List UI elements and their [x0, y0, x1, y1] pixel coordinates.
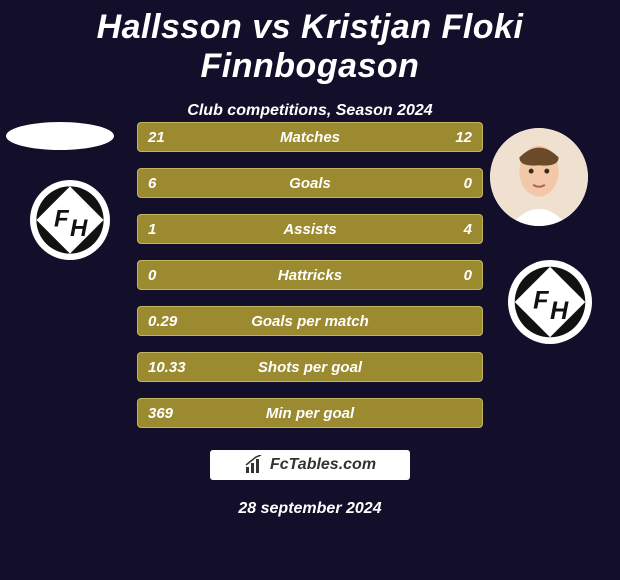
stat-row: 6 Goals 0	[137, 168, 483, 198]
player-left-avatar	[6, 122, 114, 150]
svg-text:F: F	[54, 205, 70, 232]
svg-text:H: H	[550, 297, 569, 325]
stat-label: Goals per match	[138, 313, 482, 330]
stat-row: 21 Matches 12	[137, 122, 483, 152]
stat-right-value: 4	[464, 221, 472, 238]
stat-label: Min per goal	[138, 405, 482, 422]
stat-label: Shots per goal	[138, 359, 482, 376]
chart-icon	[244, 455, 264, 475]
fh-logo-icon: F H	[508, 260, 592, 344]
svg-text:F: F	[533, 287, 549, 315]
stat-row: 0 Hattricks 0	[137, 260, 483, 290]
fh-logo-icon: F H	[30, 180, 110, 260]
stat-left-value: 21	[148, 129, 165, 146]
fctables-badge[interactable]: FcTables.com	[210, 450, 410, 480]
stat-row: 369 Min per goal	[137, 398, 483, 428]
stat-right-value: 0	[464, 267, 472, 284]
stat-left-value: 0	[148, 267, 156, 284]
stat-right-value: 12	[455, 129, 472, 146]
stat-label: Matches	[138, 129, 482, 146]
stat-left-value: 10.33	[148, 359, 186, 376]
person-icon	[490, 128, 588, 226]
subtitle: Club competitions, Season 2024	[0, 102, 620, 120]
badge-text: FcTables.com	[270, 456, 376, 474]
stat-row: 1 Assists 4	[137, 214, 483, 244]
stat-row: 10.33 Shots per goal	[137, 352, 483, 382]
stats-table: 21 Matches 12 6 Goals 0 1 Assists 4 0 Ha…	[137, 122, 483, 444]
player-right-club-logo: F H	[508, 260, 592, 344]
stat-left-value: 1	[148, 221, 156, 238]
date-text: 28 september 2024	[0, 500, 620, 518]
page-title: Hallsson vs Kristjan Floki Finnbogason	[0, 0, 620, 86]
svg-text:H: H	[70, 215, 88, 242]
stat-left-value: 369	[148, 405, 173, 422]
stat-row: 0.29 Goals per match	[137, 306, 483, 336]
stat-label: Assists	[138, 221, 482, 238]
stat-right-value: 0	[464, 175, 472, 192]
stat-label: Hattricks	[138, 267, 482, 284]
stat-left-value: 6	[148, 175, 156, 192]
stat-left-value: 0.29	[148, 313, 177, 330]
stat-label: Goals	[138, 175, 482, 192]
player-right-avatar	[490, 128, 588, 226]
player-left-club-logo: F H	[30, 180, 110, 260]
